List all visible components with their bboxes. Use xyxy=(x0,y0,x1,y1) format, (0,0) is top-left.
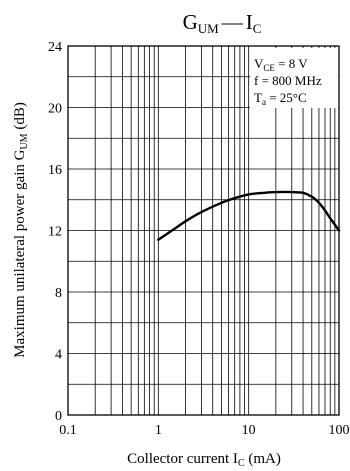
y-tick-label: 16 xyxy=(48,163,62,178)
x-axis-label: Collector current IC (mA) xyxy=(127,451,281,469)
chart-title: GUM — IC xyxy=(183,10,262,36)
condition-vce: VCE = 8 V xyxy=(254,56,308,73)
condition-ta: Ta = 25°C xyxy=(254,90,307,107)
x-tick-label: 0.1 xyxy=(59,423,77,438)
x-tick-labels: 0.1 1 10 100 xyxy=(59,423,349,438)
y-tick-label: 0 xyxy=(55,409,62,424)
grid-lines xyxy=(68,46,339,415)
y-tick-label: 8 xyxy=(55,286,62,301)
x-tick-label: 1 xyxy=(155,423,162,438)
y-axis-label: Maximum unilateral power gain GUM (dB) xyxy=(12,102,30,358)
condition-frequency: f = 800 MHz xyxy=(254,73,322,88)
x-tick-label: 100 xyxy=(329,423,350,438)
y-tick-label: 20 xyxy=(48,102,62,117)
y-tick-label: 12 xyxy=(48,225,62,240)
y-tick-label: 24 xyxy=(48,40,62,55)
conditions-box: VCE = 8 V f = 800 MHz Ta = 25°C xyxy=(250,48,338,108)
series-line xyxy=(157,190,341,241)
y-tick-label: 4 xyxy=(55,348,62,363)
x-tick-label: 10 xyxy=(242,423,256,438)
y-tick-labels: 0 4 8 12 16 20 24 xyxy=(48,40,62,424)
